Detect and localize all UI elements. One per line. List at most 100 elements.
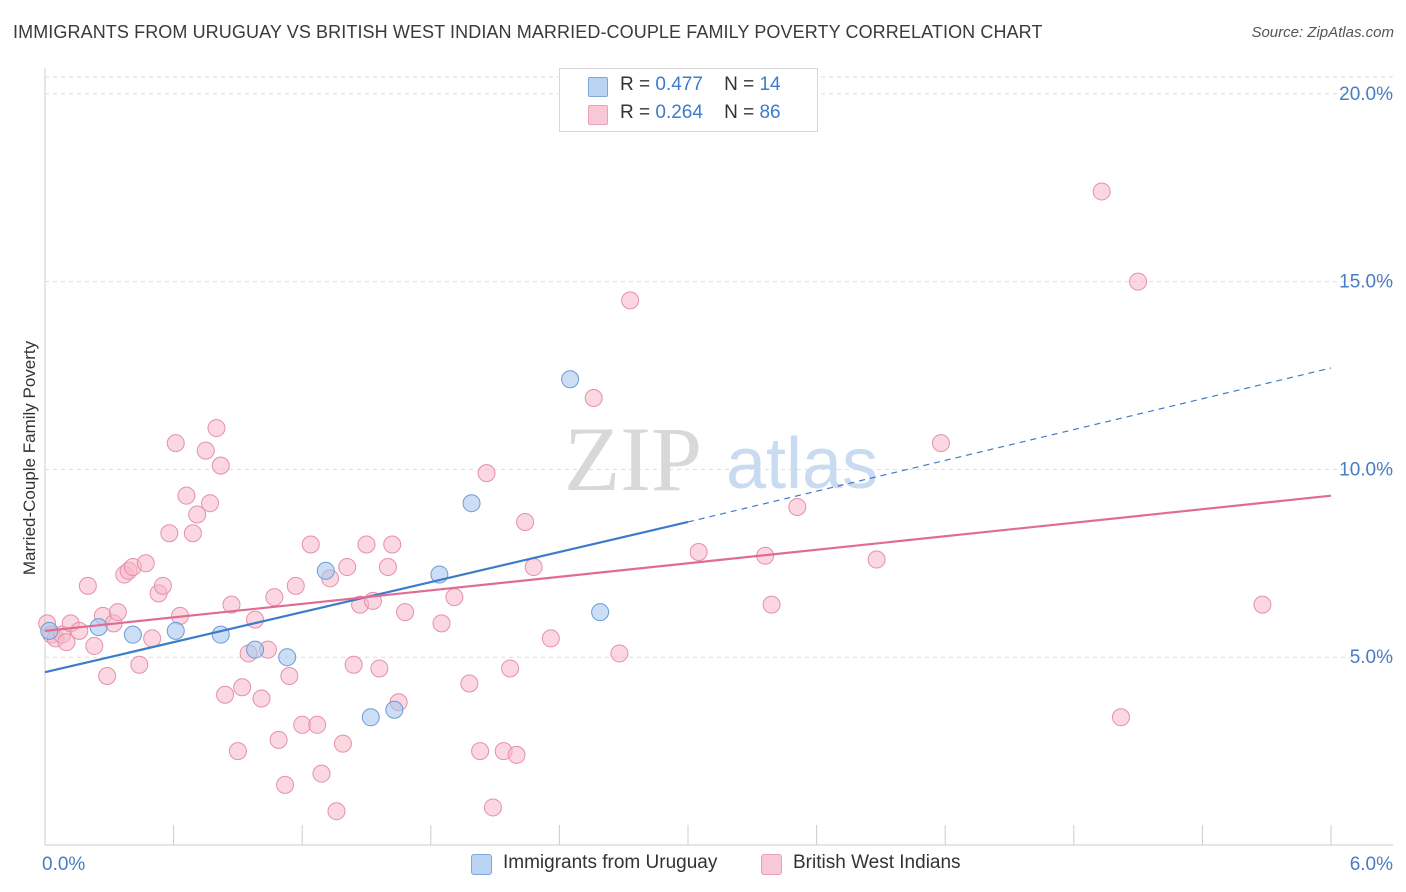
- data-point-british-west-indians: [211, 456, 230, 475]
- correlation-legend: R = 0.477 N = 14 R = 0.264 N = 86: [559, 68, 818, 132]
- data-point-british-west-indians: [370, 659, 389, 678]
- data-point-british-west-indians: [477, 464, 496, 483]
- data-point-uruguay: [316, 561, 335, 580]
- data-point-british-west-indians: [867, 550, 886, 569]
- data-point-british-west-indians: [308, 715, 327, 734]
- data-point-uruguay: [561, 370, 580, 389]
- data-point-british-west-indians: [516, 512, 535, 531]
- legend-n-label: N =: [724, 74, 755, 95]
- bottom-legend-swatch-bwi: [761, 854, 782, 875]
- y-tick-label: 20.0%: [1339, 84, 1393, 105]
- uruguay-points: [40, 370, 610, 727]
- data-point-british-west-indians: [1111, 708, 1130, 727]
- legend-swatch-bwi: [588, 105, 608, 125]
- data-point-uruguay: [246, 640, 265, 659]
- x-tick-label: 0.0%: [42, 854, 85, 875]
- data-point-british-west-indians: [160, 524, 179, 543]
- data-point-british-west-indians: [445, 588, 464, 607]
- legend-r-value: 0.477: [655, 74, 703, 95]
- data-point-british-west-indians: [1253, 595, 1272, 614]
- legend-n-value: 86: [759, 102, 781, 123]
- data-point-british-west-indians: [153, 576, 172, 595]
- legend-text-uruguay: R = 0.477 N = 14: [620, 74, 781, 96]
- data-point-uruguay: [89, 618, 108, 637]
- data-point-british-west-indians: [188, 505, 207, 524]
- data-point-british-west-indians: [378, 558, 397, 577]
- legend-r-value: 0.264: [655, 102, 703, 123]
- data-point-british-west-indians: [432, 614, 451, 633]
- watermark: ZIP atlas: [564, 408, 878, 510]
- tick-labels: 5.0% 10.0% 15.0% 20.0% 0.0% 6.0%: [42, 84, 1393, 875]
- data-point-uruguay: [385, 700, 404, 719]
- data-point-british-west-indians: [177, 486, 196, 505]
- chart-title: IMMIGRANTS FROM URUGUAY VS BRITISH WEST …: [13, 22, 1043, 42]
- data-point-british-west-indians: [471, 742, 490, 761]
- data-point-british-west-indians: [762, 595, 781, 614]
- watermark-zip: ZIP: [564, 408, 702, 510]
- data-point-british-west-indians: [333, 734, 352, 753]
- data-point-uruguay: [123, 625, 142, 644]
- data-point-british-west-indians: [507, 745, 526, 764]
- trend-line-uruguay-extrapolated: [687, 367, 1332, 523]
- trend-line-british-west-indians: [44, 494, 1332, 632]
- bottom-legend-label-bwi: British West Indians: [793, 852, 961, 873]
- data-point-british-west-indians: [222, 595, 241, 614]
- data-point-british-west-indians: [233, 678, 252, 697]
- y-tick-label: 5.0%: [1350, 647, 1393, 668]
- data-point-british-west-indians: [301, 535, 320, 554]
- y-tick-label: 15.0%: [1339, 272, 1393, 293]
- data-point-british-west-indians: [286, 576, 305, 595]
- y-tick-label: 10.0%: [1339, 459, 1393, 480]
- data-point-british-west-indians: [196, 441, 215, 460]
- data-point-british-west-indians: [344, 655, 363, 674]
- grid: [45, 76, 1393, 658]
- data-point-british-west-indians: [483, 798, 502, 817]
- data-point-uruguay: [278, 648, 297, 667]
- legend-n-label: N =: [724, 102, 755, 123]
- legend-n-value: 14: [759, 74, 781, 95]
- data-point-british-west-indians: [252, 689, 271, 708]
- data-point-british-west-indians: [130, 655, 149, 674]
- data-point-british-west-indians: [276, 775, 295, 794]
- data-point-british-west-indians: [269, 730, 288, 749]
- bottom-legend-label-uruguay: Immigrants from Uruguay: [503, 852, 718, 873]
- data-point-british-west-indians: [85, 636, 104, 655]
- watermark-atlas: atlas: [726, 424, 878, 504]
- data-point-uruguay: [361, 708, 380, 727]
- data-point-british-west-indians: [396, 603, 415, 622]
- data-point-british-west-indians: [108, 603, 127, 622]
- data-point-british-west-indians: [98, 666, 117, 685]
- data-point-british-west-indians: [78, 576, 97, 595]
- data-point-british-west-indians: [143, 629, 162, 648]
- data-point-british-west-indians: [265, 588, 284, 607]
- data-point-british-west-indians: [312, 764, 331, 783]
- data-point-british-west-indians: [501, 659, 520, 678]
- data-point-british-west-indians: [293, 715, 312, 734]
- data-point-british-west-indians: [931, 434, 950, 453]
- data-point-british-west-indians: [1092, 182, 1111, 201]
- data-point-british-west-indians: [1129, 272, 1148, 291]
- data-point-british-west-indians: [541, 629, 560, 648]
- data-point-british-west-indians: [57, 633, 76, 652]
- data-point-british-west-indians: [338, 558, 357, 577]
- data-point-british-west-indians: [689, 543, 708, 562]
- x-tick-label: 6.0%: [1350, 854, 1393, 875]
- y-axis-label: Married-Couple Family Poverty: [20, 340, 39, 576]
- bottom-legend-swatch-uruguay: [471, 854, 492, 875]
- data-point-british-west-indians: [207, 419, 226, 438]
- trend-lines: [44, 367, 1332, 674]
- data-point-british-west-indians: [788, 497, 807, 516]
- data-point-british-west-indians: [584, 389, 603, 408]
- data-point-uruguay: [166, 621, 185, 640]
- data-point-british-west-indians: [610, 644, 629, 663]
- data-point-british-west-indians: [327, 802, 346, 821]
- legend-swatch-uruguay: [588, 77, 608, 97]
- axes: [44, 68, 1393, 846]
- legend-text-bwi: R = 0.264 N = 86: [620, 102, 781, 124]
- legend-r-label: R =: [620, 102, 651, 123]
- data-point-british-west-indians: [216, 685, 235, 704]
- data-point-british-west-indians: [460, 674, 479, 693]
- data-point-british-west-indians: [621, 291, 640, 310]
- data-point-british-west-indians: [228, 742, 247, 761]
